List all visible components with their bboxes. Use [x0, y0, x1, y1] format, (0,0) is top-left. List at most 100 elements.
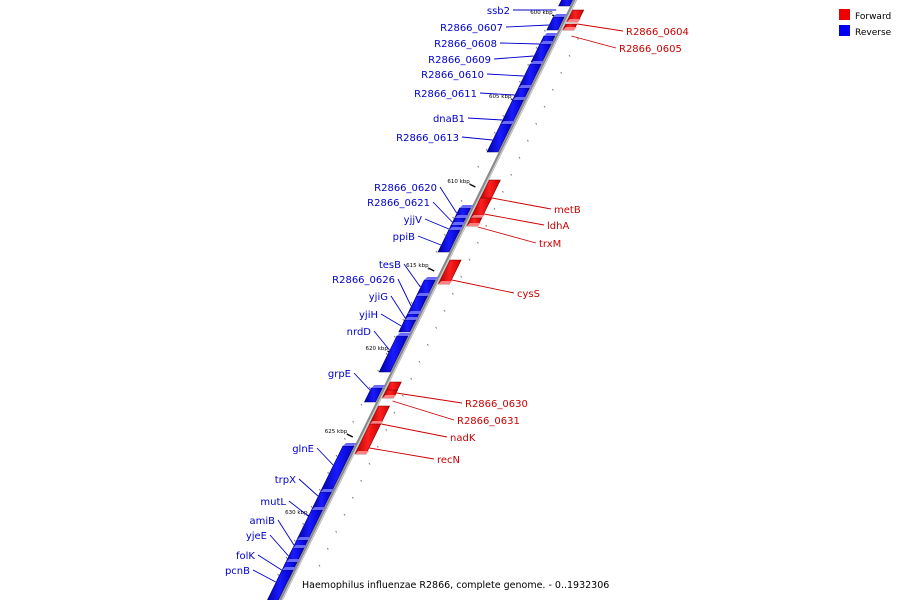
- gene-ssb2[interactable]: [558, 0, 579, 7]
- gene-label[interactable]: dnaB1: [433, 114, 465, 125]
- minor-tick: [385, 428, 388, 431]
- gene-trxM[interactable]: [466, 217, 483, 227]
- gene-R2866_0604[interactable]: [566, 9, 585, 23]
- minor-tick: [460, 199, 463, 202]
- gene-label[interactable]: yjeE: [246, 531, 267, 542]
- gene-yjiH[interactable]: [398, 317, 419, 333]
- gene-label[interactable]: tesB: [379, 260, 401, 271]
- gene-cap: [404, 317, 419, 320]
- gene-cap: [311, 507, 326, 510]
- gene-label[interactable]: grpE: [328, 369, 351, 380]
- gene-cap: [543, 33, 558, 36]
- gene-leader-line: [288, 500, 309, 517]
- gene-R2866_0613[interactable]: [486, 121, 515, 153]
- gene-label[interactable]: R2866_0604: [626, 27, 689, 38]
- gene-label[interactable]: folK: [236, 551, 255, 562]
- gene-label[interactable]: ppiB: [393, 232, 415, 243]
- minor-tick: [343, 437, 346, 440]
- gene-label[interactable]: R2866_0605: [619, 44, 682, 55]
- gene-label[interactable]: metB: [554, 205, 581, 216]
- scale-tick: [427, 267, 435, 272]
- minor-tick: [551, 88, 554, 91]
- minor-tick: [535, 122, 538, 125]
- minor-tick: [302, 522, 305, 525]
- gene-label[interactable]: R2866_0621: [367, 198, 430, 209]
- gene-leader-line: [252, 569, 276, 583]
- minor-tick: [493, 131, 496, 134]
- gene-label[interactable]: R2866_0620: [374, 183, 437, 194]
- minor-tick: [402, 318, 405, 321]
- gene-label[interactable]: R2866_0613: [396, 133, 459, 144]
- gene-R2866_0631[interactable]: [381, 389, 398, 399]
- gene-label[interactable]: cysS: [517, 289, 540, 300]
- gene-label[interactable]: R2866_0609: [428, 55, 491, 66]
- minor-tick: [385, 352, 388, 355]
- gene-nrdD[interactable]: [378, 333, 411, 373]
- gene-cap: [540, 41, 555, 44]
- minor-tick: [543, 105, 546, 108]
- gene-cap: [282, 567, 297, 570]
- gene-leader-line: [484, 213, 545, 226]
- minor-tick: [360, 479, 363, 482]
- gene-pcnB[interactable]: [265, 567, 297, 600]
- gene-R2866_0609[interactable]: [530, 41, 555, 63]
- gene-label[interactable]: ssb2: [487, 6, 510, 17]
- scale-label: 615 kbp: [406, 263, 429, 269]
- gene-label[interactable]: nadK: [450, 433, 476, 444]
- minor-tick: [335, 454, 338, 457]
- minor-tick: [460, 275, 463, 278]
- minor-tick: [518, 80, 521, 83]
- scale-label: 620 kbp: [365, 346, 388, 352]
- minor-tick: [468, 182, 471, 185]
- gene-label[interactable]: nrdD: [347, 327, 372, 338]
- gene-label[interactable]: glnE: [292, 444, 314, 455]
- gene-leader-line: [491, 197, 552, 210]
- gene-R2866_0607[interactable]: [546, 14, 568, 31]
- gene-cap: [369, 421, 384, 424]
- gene-label[interactable]: trpX: [275, 475, 296, 486]
- gene-cap: [292, 545, 307, 548]
- gene-cap: [466, 223, 481, 226]
- minor-tick: [377, 369, 380, 372]
- minor-tick: [343, 513, 346, 516]
- gene-leader-line: [577, 23, 624, 32]
- gene-label[interactable]: R2866_0611: [414, 89, 477, 100]
- gene-label[interactable]: R2866_0631: [457, 416, 520, 427]
- gene-ppiB[interactable]: [437, 227, 463, 253]
- minor-tick: [318, 488, 321, 491]
- gene-label[interactable]: amiB: [249, 516, 275, 527]
- gene-label[interactable]: R2866_0610: [421, 70, 484, 81]
- gene-R2866_0605[interactable]: [562, 23, 578, 31]
- gene-recN[interactable]: [354, 423, 382, 455]
- gene-label[interactable]: R2866_0607: [440, 23, 503, 34]
- gene-label[interactable]: yjiG: [369, 292, 388, 303]
- minor-tick: [560, 71, 563, 74]
- gene-label[interactable]: pcnB: [225, 566, 250, 577]
- gene-label[interactable]: mutL: [260, 497, 286, 508]
- minor-tick: [477, 165, 480, 168]
- minor-tick: [535, 46, 538, 49]
- gene-label[interactable]: R2866_0608: [434, 39, 497, 50]
- gene-leader-line: [390, 295, 406, 319]
- gene-cap: [342, 443, 357, 446]
- gene-body[interactable]: [558, 0, 576, 7]
- gene-cap: [500, 121, 515, 124]
- gene-label[interactable]: recN: [437, 455, 460, 466]
- gene-label[interactable]: yjjV: [404, 215, 422, 226]
- gene-leader-line: [316, 447, 334, 466]
- gene-label[interactable]: R2866_0630: [465, 399, 528, 410]
- minor-tick: [485, 224, 488, 227]
- gene-cap: [459, 205, 474, 208]
- gene-label[interactable]: R2866_0626: [332, 275, 395, 286]
- gene-cap: [512, 97, 527, 100]
- gene-leader-line: [505, 24, 549, 28]
- gene-label[interactable]: yjiH: [359, 310, 378, 321]
- legend-forward-swatch: [839, 9, 850, 20]
- gene-grpE[interactable]: [364, 385, 386, 403]
- gene-cysS[interactable]: [437, 259, 462, 285]
- gene-leader-line: [486, 73, 524, 77]
- minor-tick: [510, 173, 513, 176]
- gene-label[interactable]: trxM: [539, 239, 561, 250]
- minor-tick: [501, 190, 504, 193]
- gene-label[interactable]: ldhA: [547, 221, 569, 232]
